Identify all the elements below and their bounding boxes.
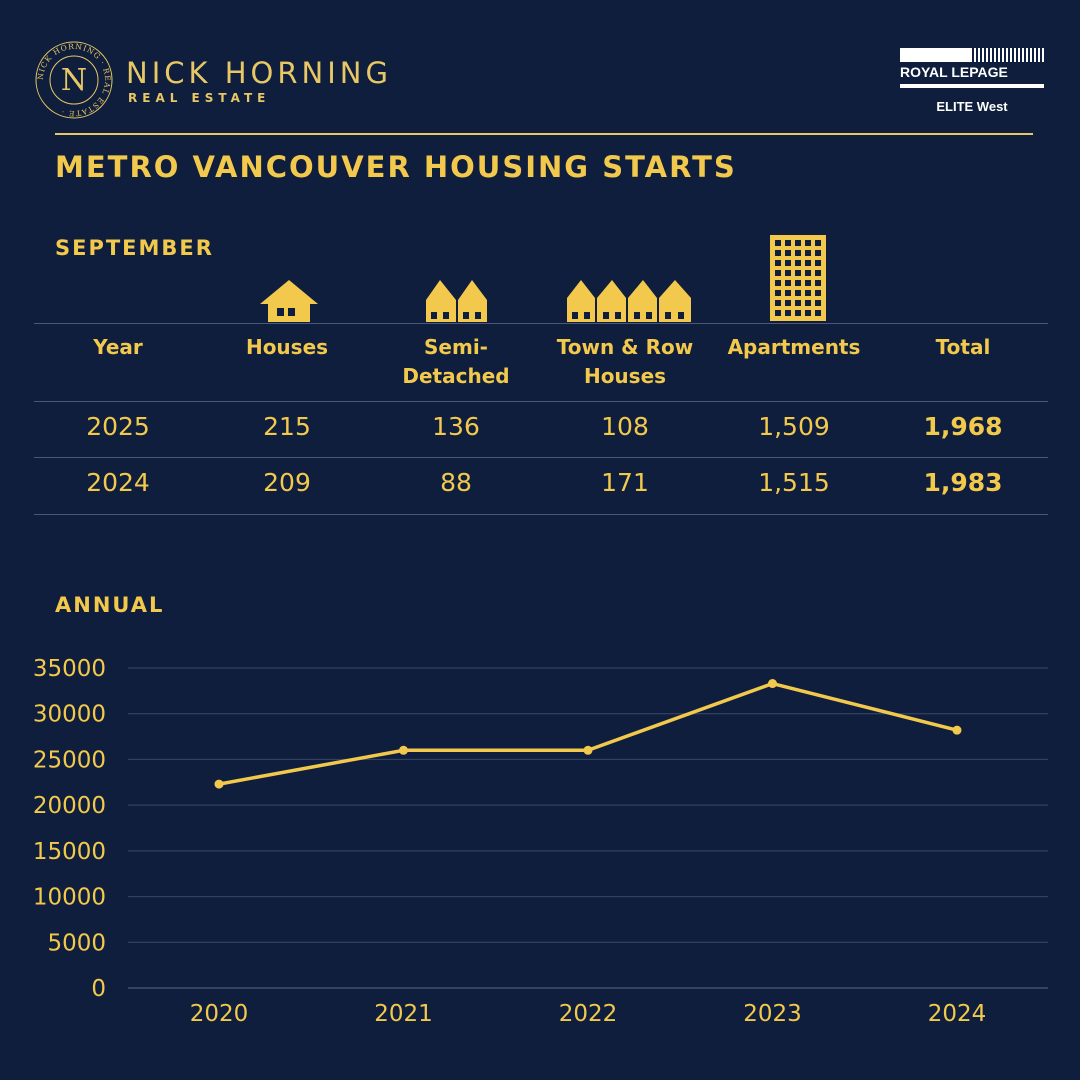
apartment-building-icon xyxy=(770,235,826,321)
table-cell-r1-c0: 2024 xyxy=(86,468,150,497)
y-tick-label-15000: 15000 xyxy=(33,839,106,865)
y-tick-label-20000: 20000 xyxy=(33,793,106,819)
page-title: METRO VANCOUVER HOUSING STARTS xyxy=(55,150,737,184)
partner-subtitle: ELITE West xyxy=(936,99,1008,114)
x-tick-label-2021: 2021 xyxy=(374,1001,433,1027)
y-tick-label-0: 0 xyxy=(91,976,106,1002)
table-cell-r0-c0: 2025 xyxy=(86,412,150,441)
column-header-4: Apartments xyxy=(727,335,861,359)
table-cell-r0-c4: 1,509 xyxy=(758,412,830,441)
series-line-0 xyxy=(218,681,958,786)
y-tick-label-25000: 25000 xyxy=(33,747,106,773)
table-cell-r0-c3: 108 xyxy=(601,412,649,441)
column-header-3: Town & Row Houses xyxy=(556,335,694,388)
table-bottom-border xyxy=(34,514,1048,515)
table-cell-r1-c4: 1,515 xyxy=(758,468,830,497)
column-header-5: Total xyxy=(935,335,991,359)
y-tick-label-10000: 10000 xyxy=(33,885,106,911)
brand-logo-seal: NICK HORNING · REAL ESTATE · N xyxy=(35,41,113,119)
house-icon xyxy=(260,280,318,322)
section-title-september: SEPTEMBER xyxy=(55,236,214,260)
partner-logo: ROYAL LEPAGE ELITE West xyxy=(900,48,1046,118)
svg-text:N: N xyxy=(61,63,87,98)
section-title-annual: ANNUAL xyxy=(55,593,165,617)
x-tick-label-2020: 2020 xyxy=(190,1001,249,1027)
header-divider xyxy=(55,133,1033,135)
table-cell-r0-c5: 1,968 xyxy=(923,412,1003,441)
table-cell-r1-c1: 209 xyxy=(263,468,311,497)
table-cell-r1-c3: 171 xyxy=(601,468,649,497)
column-header-2: Semi- Detached xyxy=(402,335,510,388)
y-tick-label-30000: 30000 xyxy=(33,702,106,728)
x-tick-label-2023: 2023 xyxy=(743,1001,802,1027)
brand-name: NICK HORNING xyxy=(126,56,392,90)
column-header-1: Houses xyxy=(245,335,329,359)
x-tick-label-2022: 2022 xyxy=(559,1001,618,1027)
table-cell-r1-c2: 88 xyxy=(440,468,472,497)
table-cell-r0-c1: 215 xyxy=(263,412,311,441)
x-tick-label-2024: 2024 xyxy=(928,1001,987,1027)
partner-name: ROYAL LEPAGE xyxy=(900,64,1008,80)
data-point-2023 xyxy=(768,679,777,689)
table-cell-r1-c5: 1,983 xyxy=(923,468,1003,497)
data-point-2021 xyxy=(399,745,408,755)
table-header-border xyxy=(34,401,1048,402)
table-top-border xyxy=(34,323,1048,324)
table-row-border xyxy=(34,457,1048,458)
townhouse-icon xyxy=(567,280,691,322)
data-point-2024 xyxy=(952,725,962,735)
data-point-2020 xyxy=(214,779,224,789)
table-cell-r0-c2: 136 xyxy=(432,412,480,441)
annual-line-chart: 0 5000 10000 15000 20000 25000 30000 35000 2020 2… xyxy=(33,656,1048,1027)
y-tick-label-35000: 35000 xyxy=(33,656,106,682)
brand-subtitle: REAL ESTATE xyxy=(128,91,271,105)
column-header-0: Year xyxy=(93,335,143,359)
semi-detached-icon xyxy=(426,280,487,322)
data-point-2022 xyxy=(583,745,593,755)
y-tick-label-5000: 5000 xyxy=(47,930,106,956)
